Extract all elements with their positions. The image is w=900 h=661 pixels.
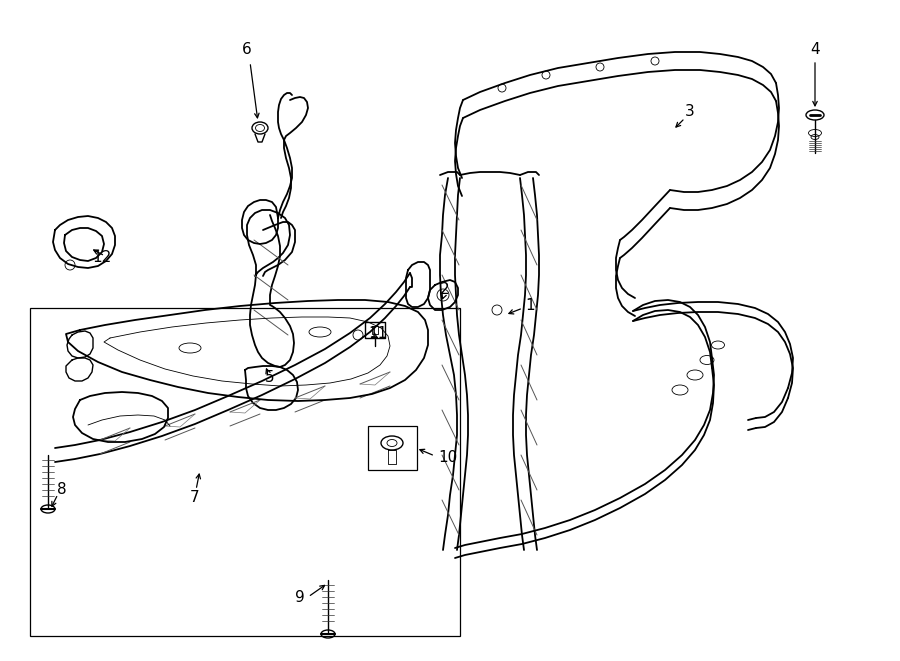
Text: 5: 5 [266,371,274,385]
Text: 1: 1 [526,297,535,313]
Text: 8: 8 [58,483,67,498]
Text: 2: 2 [440,282,450,297]
Bar [30,308,460,636]
Text: 12: 12 [93,251,112,266]
Text: 11: 11 [368,325,387,340]
Text: 4: 4 [810,42,820,58]
Text: 7: 7 [190,490,200,506]
Text: 10: 10 [438,451,457,465]
Text: 3: 3 [685,104,695,120]
Text: 9: 9 [295,590,305,605]
Text: 6: 6 [242,42,252,58]
